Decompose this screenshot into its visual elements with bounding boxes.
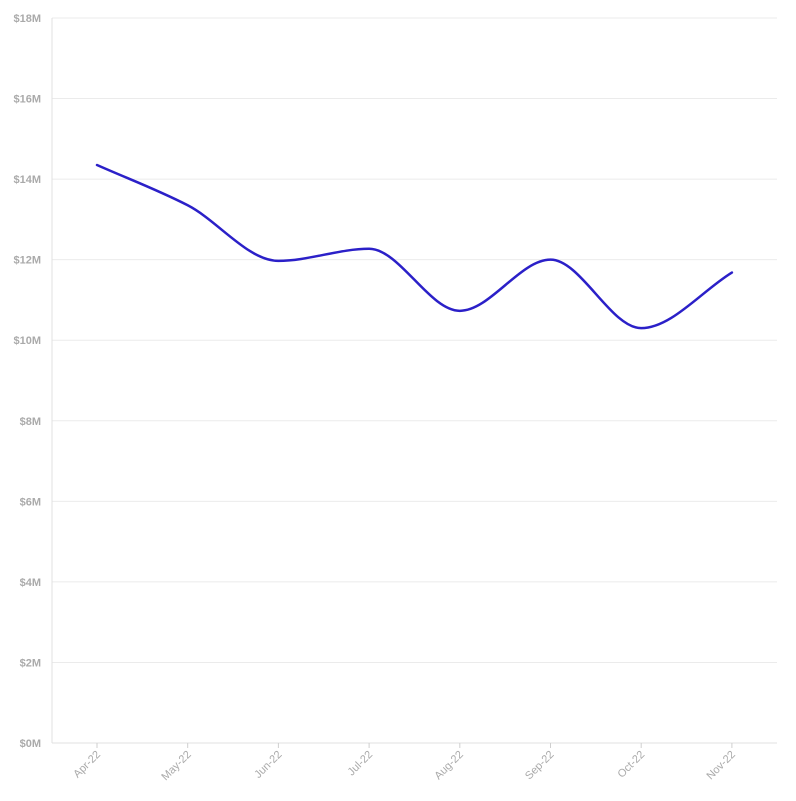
y-tick-label: $8M <box>20 416 41 428</box>
y-tick-label: $16M <box>13 94 41 106</box>
x-tick-label: Jun-22 <box>252 749 284 781</box>
y-tick-label: $2M <box>20 657 41 669</box>
y-tick-label: $14M <box>13 174 41 186</box>
x-tick-label: Nov-22 <box>704 749 738 783</box>
series-layer <box>95 163 734 330</box>
x-axis-ticks: Apr-22 May-22 Jun-22 Jul-22 Aug-22 Sep-22 Oct-… <box>71 743 738 783</box>
gridlines <box>52 17 777 663</box>
y-tick-label: $12M <box>13 255 41 267</box>
y-tick-label: $6M <box>20 496 41 508</box>
y-tick-label: $4M <box>20 577 41 589</box>
x-tick-label: Apr-22 <box>71 749 103 781</box>
x-tick-label: Sep-22 <box>523 749 557 783</box>
y-tick-label: $18M <box>13 13 41 25</box>
y-axis-ticks: $0M $2M $4M $6M $8M $10M $12M $14M $16M $18M <box>13 13 41 750</box>
y-tick-label: $10M <box>13 335 41 347</box>
x-tick-label: Oct-22 <box>615 749 647 781</box>
x-tick-label: May-22 <box>159 749 193 783</box>
x-tick-label: Aug-22 <box>432 749 466 783</box>
x-tick-label: Jul-22 <box>346 749 376 779</box>
y-tick-label: $0M <box>20 738 41 750</box>
series-line <box>95 163 734 330</box>
